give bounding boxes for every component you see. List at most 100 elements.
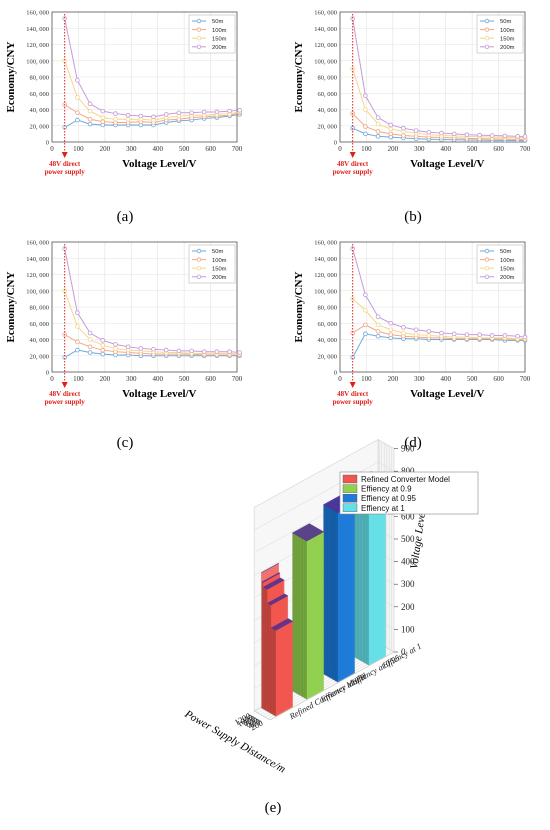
data-point bbox=[88, 102, 92, 106]
data-point bbox=[238, 108, 242, 112]
y-tick-label: 20, 000 bbox=[30, 123, 50, 130]
y-tick-label: 140, 000 bbox=[26, 26, 49, 33]
data-point bbox=[363, 132, 367, 136]
data-point bbox=[523, 135, 527, 139]
y-tick-label: 160, 000 bbox=[26, 10, 49, 17]
legend-marker bbox=[197, 275, 201, 279]
legend-marker bbox=[197, 266, 201, 270]
arrow-down-icon bbox=[350, 382, 356, 388]
data-point bbox=[75, 111, 79, 115]
legend-marker bbox=[197, 45, 201, 49]
data-point bbox=[503, 134, 507, 138]
data-point bbox=[414, 129, 418, 133]
data-point bbox=[478, 133, 482, 137]
data-point bbox=[101, 352, 105, 356]
data-point bbox=[389, 328, 393, 332]
legend-marker bbox=[485, 266, 489, 270]
legend-marker bbox=[197, 28, 201, 32]
x-tick-label: 400 bbox=[152, 145, 163, 153]
x-tick-label: 700 bbox=[232, 375, 243, 383]
x-tick-label: 0 bbox=[50, 375, 54, 383]
data-point bbox=[389, 321, 393, 325]
y-tick-label: 20, 000 bbox=[318, 353, 338, 360]
x-tick-label: 0 bbox=[338, 375, 342, 383]
data-point bbox=[440, 131, 444, 135]
x-tick-label: 300 bbox=[414, 375, 425, 383]
annotation-line1: 48V direct bbox=[337, 160, 369, 168]
x-tick-label: 600 bbox=[205, 375, 216, 383]
caption-c: (c) bbox=[117, 435, 134, 451]
chart-panel-e: 0100200300400500600700800900Voltage Leve… bbox=[182, 440, 478, 776]
y-tick-label: 140, 000 bbox=[26, 256, 49, 263]
annotation-line2: power supply bbox=[333, 168, 374, 176]
data-point bbox=[75, 118, 79, 122]
legend-label: 50m bbox=[500, 249, 511, 255]
data-point bbox=[190, 111, 194, 115]
data-point bbox=[490, 134, 494, 138]
y-tick-label: 120, 000 bbox=[314, 272, 337, 279]
legend-label: 200m bbox=[212, 45, 227, 51]
data-point bbox=[88, 345, 92, 349]
y-tick-label: 60, 000 bbox=[318, 321, 338, 328]
data-point bbox=[164, 112, 168, 116]
z-tick-label: 300 bbox=[401, 579, 415, 589]
data-point bbox=[101, 343, 105, 347]
annotation-line1: 48V direct bbox=[49, 160, 81, 168]
legend-marker bbox=[485, 28, 489, 32]
data-point bbox=[389, 127, 393, 131]
y-tick-label: 0 bbox=[46, 140, 49, 147]
y-tick-label: 120, 000 bbox=[26, 272, 49, 279]
arrow-down-icon bbox=[350, 152, 356, 158]
data-point bbox=[228, 109, 232, 113]
data-point bbox=[363, 323, 367, 327]
x-tick-label: 200 bbox=[100, 375, 111, 383]
x-tick-label: 700 bbox=[520, 375, 531, 383]
data-point bbox=[402, 134, 406, 138]
y-axis-label: Economy/CNY bbox=[293, 42, 305, 113]
bar-side bbox=[307, 532, 324, 700]
data-point bbox=[215, 350, 219, 354]
y-tick-label: 100, 000 bbox=[26, 288, 49, 295]
legend-label: 150m bbox=[500, 36, 515, 42]
data-point bbox=[126, 345, 130, 349]
data-point bbox=[363, 108, 367, 112]
data-point bbox=[152, 115, 156, 119]
legend-marker bbox=[485, 19, 489, 23]
data-point bbox=[101, 120, 105, 124]
data-point bbox=[126, 113, 130, 117]
z-tick-label: 200 bbox=[401, 602, 415, 612]
data-point bbox=[389, 123, 393, 127]
data-point bbox=[427, 329, 431, 333]
data-point bbox=[126, 117, 130, 121]
bar-side bbox=[338, 503, 355, 682]
arrow-down-icon bbox=[62, 152, 68, 158]
legend-label: 100m bbox=[500, 28, 515, 34]
y-axis-label: Economy/CNY bbox=[5, 42, 17, 113]
y-tick-label: 100, 000 bbox=[314, 288, 337, 295]
y-tick-label: 0 bbox=[334, 370, 337, 377]
x-tick-label: 400 bbox=[152, 375, 163, 383]
y-tick-label: 40, 000 bbox=[318, 107, 338, 114]
data-point bbox=[363, 125, 367, 129]
legend-label: 50m bbox=[212, 249, 223, 255]
legend-marker bbox=[485, 45, 489, 49]
data-point bbox=[414, 328, 418, 332]
bar-side bbox=[276, 621, 293, 716]
data-point bbox=[75, 311, 79, 315]
legend-label: 200m bbox=[500, 45, 515, 51]
data-point bbox=[238, 351, 242, 355]
data-point bbox=[389, 132, 393, 136]
legend-label: 100m bbox=[500, 258, 515, 264]
legend-label: Refined Converter Model bbox=[361, 475, 450, 484]
y-tick-label: 120, 000 bbox=[314, 42, 337, 49]
annotation-line2: power supply bbox=[45, 398, 86, 406]
legend-label: 150m bbox=[212, 36, 227, 42]
x-tick-label: 100 bbox=[73, 145, 84, 153]
data-point bbox=[376, 134, 380, 138]
y-tick-label: 100, 000 bbox=[26, 58, 49, 65]
data-point bbox=[114, 347, 118, 351]
y-tick-label: 60, 000 bbox=[30, 321, 50, 328]
data-point bbox=[440, 331, 444, 335]
annotation-line2: power supply bbox=[45, 168, 86, 176]
data-point bbox=[75, 95, 79, 99]
